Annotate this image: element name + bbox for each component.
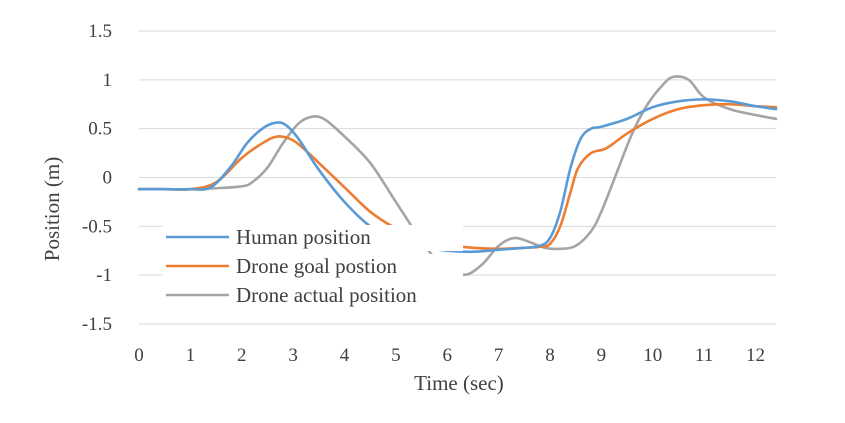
x-tick-label: 7 bbox=[494, 345, 504, 366]
x-tick-label: 6 bbox=[442, 345, 452, 366]
y-tick-label: 1.5 bbox=[88, 21, 112, 42]
y-tick-label: -0.5 bbox=[82, 216, 112, 237]
x-tick-label: 3 bbox=[288, 345, 298, 366]
x-tick-label: 4 bbox=[340, 345, 350, 366]
series-lines bbox=[137, 75, 778, 277]
x-tick-label: 2 bbox=[237, 345, 247, 366]
y-tick-label: 0 bbox=[103, 168, 113, 189]
x-tick-label: 11 bbox=[695, 345, 713, 366]
x-tick-label: 5 bbox=[391, 345, 401, 366]
y-tick-label: -1 bbox=[96, 265, 112, 286]
x-tick-label: 10 bbox=[643, 345, 662, 366]
x-axis-label: Time (sec) bbox=[414, 371, 504, 395]
y-axis-ticks: 1.5 1 0.5 0 -0.5 -1 -1.5 bbox=[82, 21, 112, 335]
x-tick-label: 12 bbox=[746, 345, 765, 366]
series-line-drone-goal-postion bbox=[137, 102, 778, 251]
y-tick-label: 0.5 bbox=[88, 119, 112, 140]
series-line-human-position bbox=[137, 98, 778, 254]
grid-lines bbox=[139, 30, 776, 325]
x-tick-label: 8 bbox=[545, 345, 555, 366]
legend-label-drone-goal-postion: Drone goal postion bbox=[236, 254, 397, 278]
y-tick-label: -1.5 bbox=[82, 314, 112, 335]
x-axis-ticks: 0 1 2 3 4 5 6 7 8 9 10 11 12 bbox=[134, 345, 765, 366]
legend-label-human-position: Human position bbox=[236, 225, 371, 249]
x-tick-label: 9 bbox=[597, 345, 607, 366]
series-line-drone-actual-position bbox=[137, 75, 778, 277]
x-tick-label: 1 bbox=[186, 345, 196, 366]
legend-label-drone-actual-position: Drone actual position bbox=[236, 283, 417, 307]
legend: Human position Drone goal postion Drone ac… bbox=[163, 225, 463, 309]
x-tick-label: 0 bbox=[134, 345, 144, 366]
y-tick-label: 1 bbox=[103, 70, 113, 91]
y-axis-label: Position (m) bbox=[40, 157, 64, 261]
